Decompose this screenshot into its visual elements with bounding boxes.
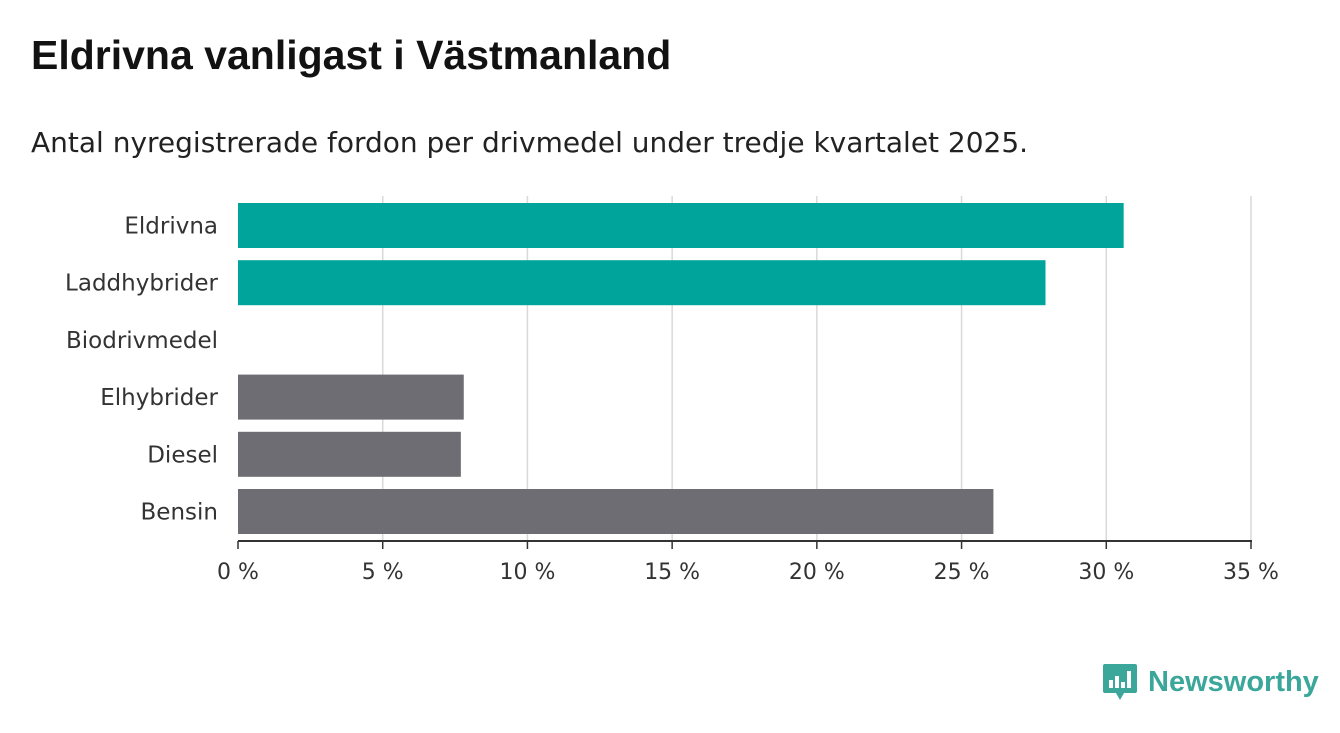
bar-laddhybrider [238,260,1046,306]
x-tick-label: 25 % [934,560,990,585]
bar-diesel [238,431,461,477]
bar-bensin [238,489,994,534]
chart-title: Eldrivna vanligast i Västmanland [31,32,672,78]
x-tick-label: 10 % [499,560,555,585]
bar-elhybrider [238,374,464,420]
x-tick-label: 20 % [789,560,845,585]
brand-name: Newsworthy [1148,665,1319,698]
newsworthy-logo: Newsworthy [1102,662,1319,702]
category-label: Biodrivmedel [66,328,218,354]
gridlines [381,196,1252,541]
category-label: Eldrivna [124,214,218,240]
x-axis: 0 % 5 % 10 % 15 % 20 % 25 % 30 % 35 % [217,540,1279,585]
x-tick-label: 5 % [362,560,404,585]
category-label: Diesel [147,442,218,468]
category-labels: Eldrivna Laddhybrider Biodrivmedel Elhybrid… [65,214,218,526]
bar-eldrivna [238,203,1124,248]
category-label: Laddhybrider [65,271,218,297]
x-tick-label: 35 % [1223,560,1279,585]
category-label: Bensin [141,500,218,526]
category-label: Elhybrider [100,385,218,411]
chart-subtitle: Antal nyregistrerade fordon per drivmede… [31,126,1029,159]
x-tick-label: 15 % [644,560,700,585]
x-tick-label: 30 % [1078,560,1134,585]
bars [238,203,1124,534]
x-tick-label: 0 % [217,560,259,585]
bar-chart-bubble-icon [1103,664,1137,700]
